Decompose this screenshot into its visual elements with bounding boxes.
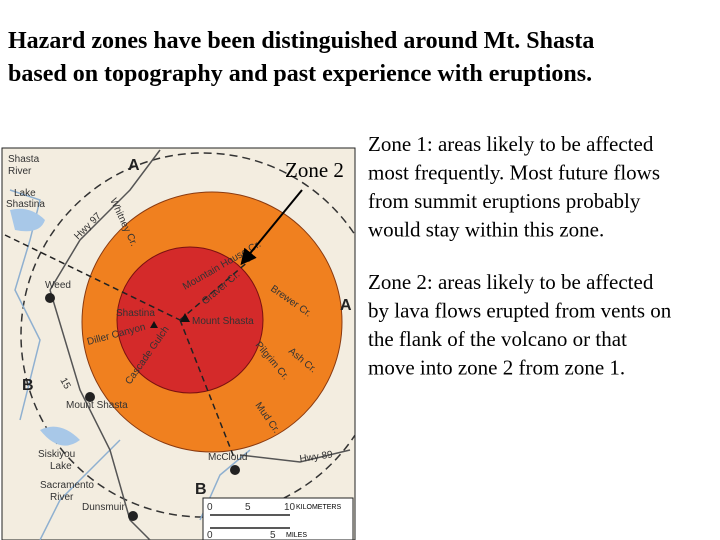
zone-line: : areas likely to be affected (427, 270, 654, 294)
map-label: Mount Shasta (66, 400, 128, 411)
zone-line: move into zone 2 from zone 1. (368, 356, 625, 380)
zone-line: would stay within this zone. (368, 218, 604, 242)
map-label: River (8, 166, 32, 177)
town (230, 465, 240, 475)
section-mark: B (22, 377, 34, 394)
zone-line: from summit eruptions probably (368, 189, 641, 213)
map-label: River (50, 492, 74, 503)
scale-label: 5 (245, 502, 251, 513)
scale-label: 0 (207, 502, 213, 513)
callout-arrow (240, 189, 303, 266)
zone-line: most frequently. Most future flows (368, 161, 660, 185)
callout-label: Zone 2 (285, 158, 344, 182)
zone-name: Zone 2 (368, 270, 427, 294)
map-label: Weed (45, 280, 71, 291)
zone-text: from summit eruptions probably (368, 189, 641, 213)
scale-box (202, 497, 354, 540)
map-label: Sacramento (40, 480, 94, 491)
section-mark: A (128, 157, 140, 174)
zone-text: by lava flows erupted from vents on (368, 299, 672, 323)
zone-line: : areas likely to be affected (427, 132, 654, 156)
town (45, 293, 55, 303)
section-mark: B (195, 481, 207, 498)
map-label: McCloud (208, 452, 247, 463)
zone-text: Zone 1: areas likely to be affected (368, 132, 654, 156)
zone-text: the flank of the volcano or that (368, 327, 627, 351)
map-label: Lake (14, 188, 36, 199)
zone-text: move into zone 2 from zone 1. (368, 356, 625, 380)
zone-text: would stay within this zone. (368, 218, 604, 242)
section-lines (4, 234, 251, 461)
section-mark: A (340, 297, 352, 314)
roads (49, 149, 351, 540)
scale-label: 10 (284, 502, 296, 513)
map-label: Shastina (116, 308, 155, 319)
zone-line: by lava flows erupted from vents on (368, 299, 672, 323)
map-label: Lake (50, 461, 72, 472)
map-label: Hwy 89 (299, 449, 334, 465)
zone-line: the flank of the volcano or that (368, 327, 627, 351)
scale-label: KILOMETERS (296, 504, 341, 511)
town (85, 392, 95, 402)
title-line: Hazard zones have been distinguished aro… (8, 28, 594, 54)
peaks (150, 313, 190, 328)
scale-label: 5 (270, 530, 276, 540)
scale-bar (210, 514, 290, 529)
map-label: Shasta (8, 154, 40, 165)
map-label: Shastina (6, 199, 45, 210)
map-label: Mount Shasta (192, 316, 254, 327)
zone-text: Zone 2: areas likely to be affected (368, 270, 654, 294)
scale-label: 0 (207, 530, 213, 540)
map-label: 15 (57, 376, 72, 392)
zone-descriptions: Zone 1: areas likely to be affectedmost … (368, 132, 672, 380)
scale-label: MILES (286, 532, 307, 539)
zone-text: most frequently. Most future flows (368, 161, 660, 185)
town (128, 511, 138, 521)
title-line: based on topography and past experience … (8, 61, 592, 87)
map: Shasta River Lake Shastina Hwy 97 Whitne… (1, 147, 356, 540)
map-label: Siskiyou (38, 449, 75, 460)
map-label: Dunsmuir (82, 502, 125, 513)
zone-name: Zone 1 (368, 132, 427, 156)
zone-1-area (116, 246, 264, 394)
